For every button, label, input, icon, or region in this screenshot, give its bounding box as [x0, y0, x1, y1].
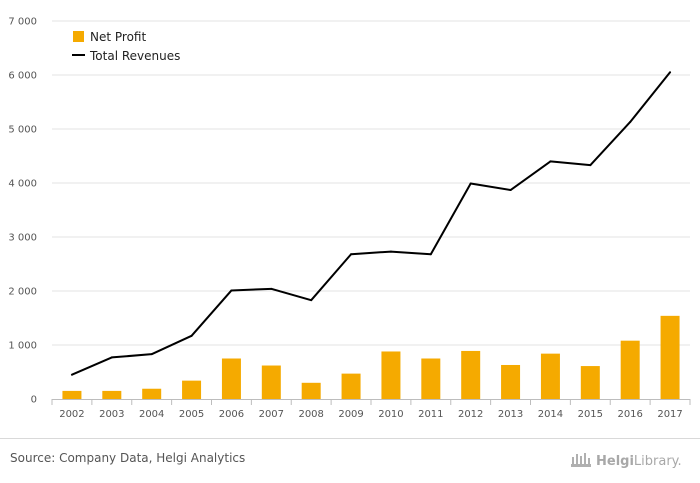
y-tick-label: 6 000 — [8, 71, 37, 82]
y-tick-label: 4 000 — [8, 179, 37, 190]
net-profit-bars — [62, 315, 680, 399]
point-total-revenues-2006 — [230, 289, 233, 292]
point-total-revenues-2005 — [190, 334, 193, 337]
bar-net-profit-2009 — [341, 373, 361, 399]
y-tick-label: 2 000 — [8, 287, 37, 298]
point-total-revenues-2012 — [469, 182, 472, 185]
y-axis: 0 1 000 2 000 3 000 4 000 5 000 6 000 7 000 — [8, 17, 37, 406]
bar-net-profit-2007 — [261, 365, 281, 399]
point-total-revenues-2004 — [150, 353, 153, 356]
logo-text-rest: Library. — [633, 453, 682, 469]
y-tick-label: 0 — [31, 395, 37, 406]
footer-divider — [0, 438, 700, 439]
x-tick-label: 2010 — [378, 409, 403, 420]
x-tick-label: 2002 — [59, 409, 84, 420]
point-total-revenues-2015 — [589, 164, 592, 167]
chart: 0 1 000 2 000 3 000 4 000 5 000 6 000 7 000 200… — [8, 17, 691, 420]
helgi-library-logo[interactable]: Helgi Library. — [570, 450, 682, 472]
x-tick-label: 2004 — [139, 409, 164, 420]
total-revenues-line — [71, 71, 671, 376]
point-total-revenues-2010 — [389, 250, 392, 253]
bar-net-profit-2016 — [620, 340, 640, 399]
point-total-revenues-2013 — [509, 189, 512, 192]
bar-net-profit-2004 — [142, 388, 162, 399]
point-total-revenues-2003 — [110, 356, 113, 359]
y-tick-label: 7 000 — [8, 17, 37, 28]
y-tick-label: 3 000 — [8, 233, 37, 244]
y-tick-label: 1 000 — [8, 341, 37, 352]
bar-net-profit-2005 — [182, 380, 202, 399]
y-tick-label: 5 000 — [8, 125, 37, 136]
point-total-revenues-2009 — [350, 253, 353, 256]
x-tick-label: 2009 — [338, 409, 363, 420]
bar-net-profit-2010 — [381, 351, 401, 399]
bar-net-profit-2011 — [421, 358, 441, 399]
point-total-revenues-2008 — [310, 299, 313, 302]
legend-label-total-revenues: Total Revenues — [89, 49, 180, 63]
legend: Net Profit Total Revenues — [72, 30, 180, 63]
point-total-revenues-2017 — [669, 71, 672, 74]
bar-net-profit-2012 — [461, 350, 481, 399]
x-tick-label: 2003 — [99, 409, 124, 420]
gridlines — [52, 20, 690, 346]
x-tick-label: 2016 — [617, 409, 642, 420]
x-tick-label: 2017 — [657, 409, 682, 420]
point-total-revenues-2016 — [629, 120, 632, 123]
x-tick-label: 2005 — [179, 409, 204, 420]
legend-label-net-profit: Net Profit — [90, 30, 146, 44]
point-total-revenues-2002 — [70, 373, 73, 376]
bar-net-profit-2013 — [501, 364, 521, 399]
x-axis: 2002 2003 2004 2005 2006 2007 2008 2009 2010 2011… — [51, 399, 691, 420]
x-tick-label: 2014 — [538, 409, 563, 420]
bar-net-profit-2006 — [221, 358, 241, 399]
x-tick-label: 2007 — [259, 409, 284, 420]
legend-swatch-net-profit — [73, 31, 84, 42]
bar-net-profit-2014 — [540, 353, 560, 399]
total-revenues-line-group — [70, 71, 672, 376]
bar-net-profit-2017 — [660, 315, 680, 399]
x-tick-label: 2013 — [498, 409, 523, 420]
point-total-revenues-2011 — [429, 253, 432, 256]
point-total-revenues-2014 — [549, 160, 552, 163]
bar-net-profit-2008 — [301, 382, 321, 399]
x-tick-label: 2008 — [298, 409, 323, 420]
x-tick-label: 2011 — [418, 409, 443, 420]
point-total-revenues-2007 — [270, 287, 273, 290]
x-tick-label: 2012 — [458, 409, 483, 420]
x-tick-label: 2015 — [578, 409, 603, 420]
bar-net-profit-2003 — [102, 390, 122, 399]
bar-net-profit-2002 — [62, 390, 82, 399]
library-building-icon — [570, 450, 592, 472]
bar-net-profit-2015 — [580, 366, 600, 399]
logo-text-bold: Helgi — [596, 453, 634, 469]
x-tick-label: 2006 — [219, 409, 244, 420]
source-note: Source: Company Data, Helgi Analytics — [10, 451, 246, 465]
